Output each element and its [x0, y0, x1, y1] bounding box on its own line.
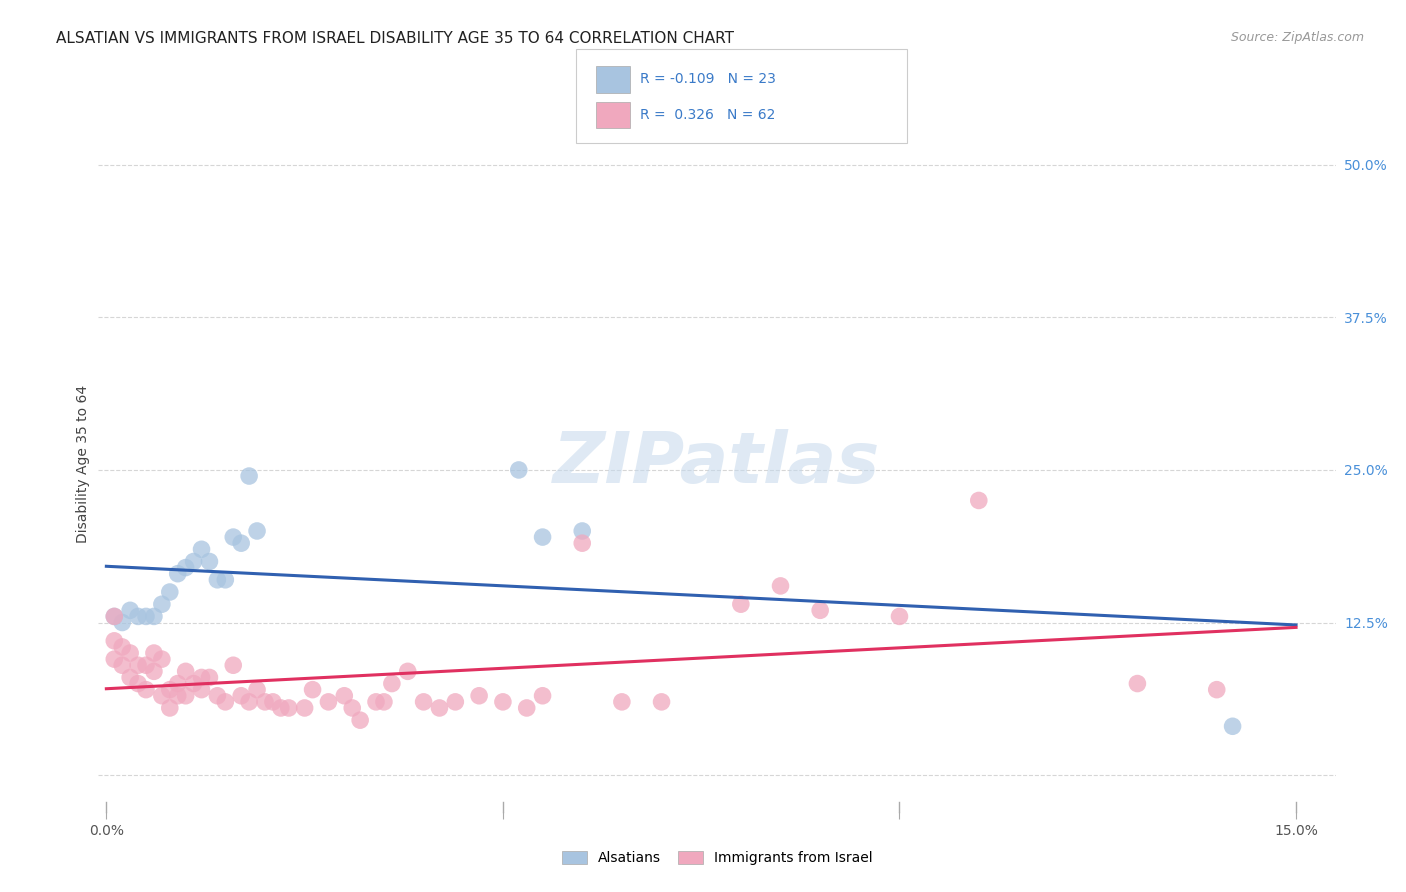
Legend: Alsatians, Immigrants from Israel: Alsatians, Immigrants from Israel — [557, 846, 877, 871]
Point — [198, 554, 221, 568]
Point — [135, 682, 157, 697]
Text: R =  0.326   N = 62: R = 0.326 N = 62 — [640, 108, 775, 122]
Text: ALSATIAN VS IMMIGRANTS FROM ISRAEL DISABILITY AGE 35 TO 64 CORRELATION CHART: ALSATIAN VS IMMIGRANTS FROM ISRAEL DISAB… — [56, 31, 734, 46]
Point — [238, 695, 260, 709]
Point — [231, 536, 253, 550]
Point — [571, 524, 593, 538]
Point — [159, 585, 181, 599]
Point — [1222, 719, 1244, 733]
Point — [364, 695, 387, 709]
Point — [150, 597, 173, 611]
Point — [468, 689, 491, 703]
Point — [531, 689, 554, 703]
Point — [349, 713, 371, 727]
Point — [127, 676, 149, 690]
Point — [120, 670, 142, 684]
Point — [214, 573, 236, 587]
Point — [246, 682, 269, 697]
Point — [135, 609, 157, 624]
Point — [198, 670, 221, 684]
Text: R = -0.109   N = 23: R = -0.109 N = 23 — [640, 72, 776, 87]
Y-axis label: Disability Age 35 to 64: Disability Age 35 to 64 — [76, 384, 90, 543]
Point — [1126, 676, 1149, 690]
Point — [889, 609, 911, 624]
Point — [142, 609, 165, 624]
Point — [730, 597, 752, 611]
Point — [277, 701, 299, 715]
Point — [333, 689, 356, 703]
Point — [127, 658, 149, 673]
Point — [516, 701, 538, 715]
Point — [111, 640, 134, 654]
Point — [769, 579, 792, 593]
Point — [373, 695, 395, 709]
Point — [120, 646, 142, 660]
Point — [444, 695, 467, 709]
Point — [808, 603, 831, 617]
Point — [318, 695, 340, 709]
Point — [190, 670, 212, 684]
Point — [207, 689, 229, 703]
Point — [381, 676, 404, 690]
Point — [174, 665, 197, 679]
Point — [183, 676, 205, 690]
Point — [103, 609, 125, 624]
Point — [159, 701, 181, 715]
Point — [531, 530, 554, 544]
Point — [571, 536, 593, 550]
Point — [508, 463, 530, 477]
Point — [127, 609, 149, 624]
Point — [183, 554, 205, 568]
Point — [246, 524, 269, 538]
Point — [253, 695, 276, 709]
Point — [150, 652, 173, 666]
Point — [492, 695, 515, 709]
Point — [190, 542, 212, 557]
Point — [103, 609, 125, 624]
Point — [103, 633, 125, 648]
Point — [610, 695, 633, 709]
Point — [190, 682, 212, 697]
Point — [270, 701, 292, 715]
Point — [111, 658, 134, 673]
Point — [412, 695, 434, 709]
Point — [207, 573, 229, 587]
Point — [159, 682, 181, 697]
Point — [342, 701, 364, 715]
Point — [231, 689, 253, 703]
Text: Source: ZipAtlas.com: Source: ZipAtlas.com — [1230, 31, 1364, 45]
Point — [214, 695, 236, 709]
Point — [135, 658, 157, 673]
Point — [294, 701, 316, 715]
Point — [174, 560, 197, 574]
Text: ZIPatlas: ZIPatlas — [554, 429, 880, 499]
Point — [301, 682, 323, 697]
Point — [142, 646, 165, 660]
Point — [429, 701, 451, 715]
Point — [238, 469, 260, 483]
Point — [396, 665, 419, 679]
Point — [166, 689, 188, 703]
Point — [222, 658, 245, 673]
Point — [222, 530, 245, 544]
Point — [142, 665, 165, 679]
Point — [174, 689, 197, 703]
Point — [166, 566, 188, 581]
Point — [150, 689, 173, 703]
Point — [651, 695, 673, 709]
Point — [166, 676, 188, 690]
Point — [262, 695, 284, 709]
Point — [120, 603, 142, 617]
Point — [103, 652, 125, 666]
Point — [1205, 682, 1227, 697]
Point — [111, 615, 134, 630]
Point — [967, 493, 990, 508]
